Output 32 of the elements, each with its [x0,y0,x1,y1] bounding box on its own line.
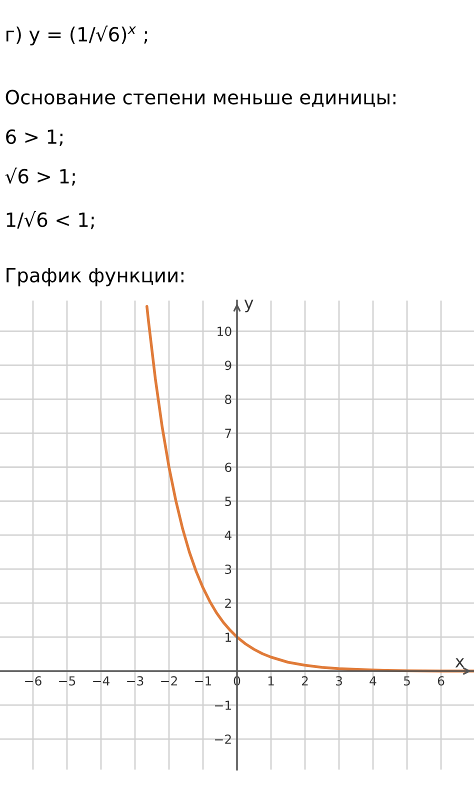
y-tick-label: −2 [215,734,231,744]
x-axis-title: x [455,658,464,668]
x-tick-label: 4 [370,676,376,686]
y-tick-label: 3 [225,564,232,574]
y-tick-label: 6 [225,462,232,472]
x-tick-label: −3 [127,676,144,686]
x-tick-label: 1 [268,676,274,686]
x-tick-label: 5 [404,676,410,686]
y-tick-label: −1 [215,700,231,710]
y-tick-label: 1 [226,632,231,642]
x-tick-label: −5 [59,676,76,686]
text: 6 > 1; [6,129,62,146]
y-tick-label: 10 [218,326,232,336]
x-tick-label: −4 [93,676,110,686]
y-tick-label: 9 [224,360,232,370]
text: График функции: [6,268,184,286]
text: 1/√6 < 1; [6,211,94,230]
x-tick-label: −1 [195,676,212,686]
x-tick-label: 6 [438,676,444,686]
x-tick-label: 2 [302,676,308,686]
y-tick-label: 8 [225,394,232,404]
x-tick-label: 3 [336,676,342,686]
y-tick-label: 4 [224,530,232,540]
text: Основание степени меньше единицы: [6,90,396,107]
text: г) y = (1/√6)$^{x}$ ; [6,26,147,46]
y-tick-label: 2 [225,598,231,608]
x-tick-label: −2 [161,676,177,686]
y-axis-title: y [244,300,254,312]
y-tick-label: 5 [225,496,232,506]
y-tick-label: 7 [225,428,232,438]
x-tick-label: −6 [25,676,42,686]
text: √6 > 1; [5,168,75,186]
